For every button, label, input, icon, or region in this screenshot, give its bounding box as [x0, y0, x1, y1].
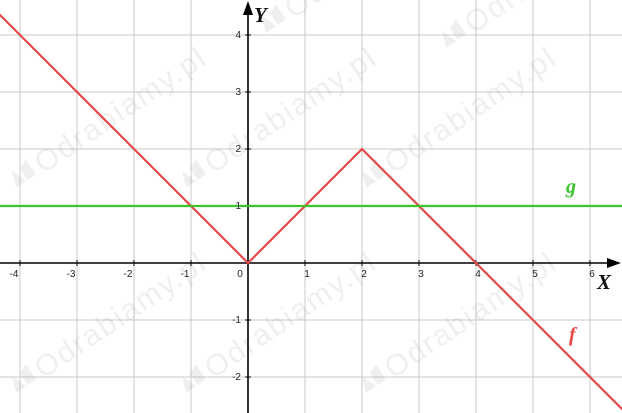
x-axis-label: X	[596, 270, 612, 294]
y-axis-label: Y	[254, 3, 269, 27]
x-tick-label: -3	[67, 269, 76, 280]
x-tick-label: -1	[181, 269, 190, 280]
watermark-text: Odrabiamy.pl	[379, 246, 563, 385]
watermark-text: Odrabiamy.pl	[379, 41, 563, 180]
x-tick-label: -2	[124, 269, 133, 280]
x-tick-label: 0	[237, 269, 243, 280]
y-tick-label: 4	[235, 30, 241, 41]
y-tick-label: -1	[232, 315, 241, 326]
series	[0, 13, 622, 411]
watermark-text: Odrabiamy.pl	[29, 41, 213, 180]
series-label-g: g	[565, 176, 576, 198]
x-tick-label: 6	[589, 269, 595, 280]
watermark: Odrabiamy.plOdrabiamy.plOdrabiamy.plOdra…	[6, 0, 622, 393]
x-axis-arrow-icon	[607, 258, 621, 268]
x-tick-label: 5	[532, 269, 538, 280]
tick-labels: -4 -3 -2 -1 0 1 2 3 4 5 6 -2 -1 1 2 3 4	[10, 30, 596, 383]
y-tick-label: -2	[232, 372, 241, 383]
watermark-text: Odrabiamy.pl	[29, 246, 213, 385]
x-tick-label: -4	[10, 269, 19, 280]
watermark-stamp: Odrabiamy.pl	[256, 0, 463, 33]
watermark-stamp: Odrabiamy.pl	[436, 0, 622, 48]
y-tick-label: 3	[235, 87, 241, 98]
x-tick-label: 1	[304, 269, 310, 280]
watermark-stamp: Odrabiamy.pl	[6, 41, 213, 188]
x-tick-label: 2	[361, 269, 367, 280]
watermark-text: Odrabiamy.pl	[199, 41, 383, 180]
watermark-text: Odrabiamy.pl	[459, 0, 622, 40]
series-label-f: f	[569, 324, 578, 346]
y-tick-label: 2	[235, 144, 241, 155]
y-axis-arrow-icon	[243, 1, 253, 15]
x-tick-label: 3	[418, 269, 424, 280]
y-tick-label: 1	[235, 201, 241, 212]
watermark-text: Odrabiamy.pl	[279, 0, 463, 25]
watermark-text: Odrabiamy.pl	[199, 246, 383, 385]
x-tick-label: 4	[475, 269, 481, 280]
